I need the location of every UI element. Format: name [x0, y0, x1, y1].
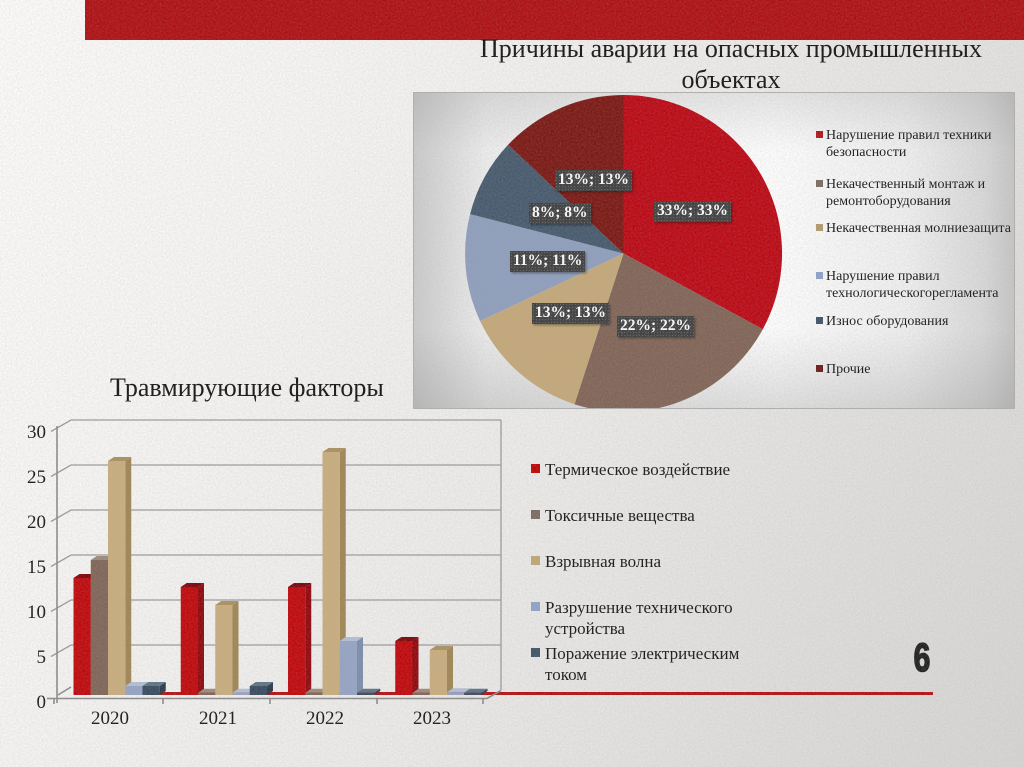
- svg-text:5: 5: [37, 647, 47, 668]
- svg-text:10: 10: [27, 602, 46, 623]
- svg-text:0: 0: [37, 692, 47, 713]
- svg-text:2023: 2023: [413, 708, 451, 729]
- svg-text:30: 30: [27, 422, 46, 443]
- svg-text:2022: 2022: [306, 708, 344, 729]
- svg-text:20: 20: [27, 512, 46, 533]
- svg-text:25: 25: [27, 467, 46, 488]
- svg-text:2021: 2021: [199, 708, 237, 729]
- svg-text:2020: 2020: [91, 708, 129, 729]
- svg-text:15: 15: [27, 557, 46, 578]
